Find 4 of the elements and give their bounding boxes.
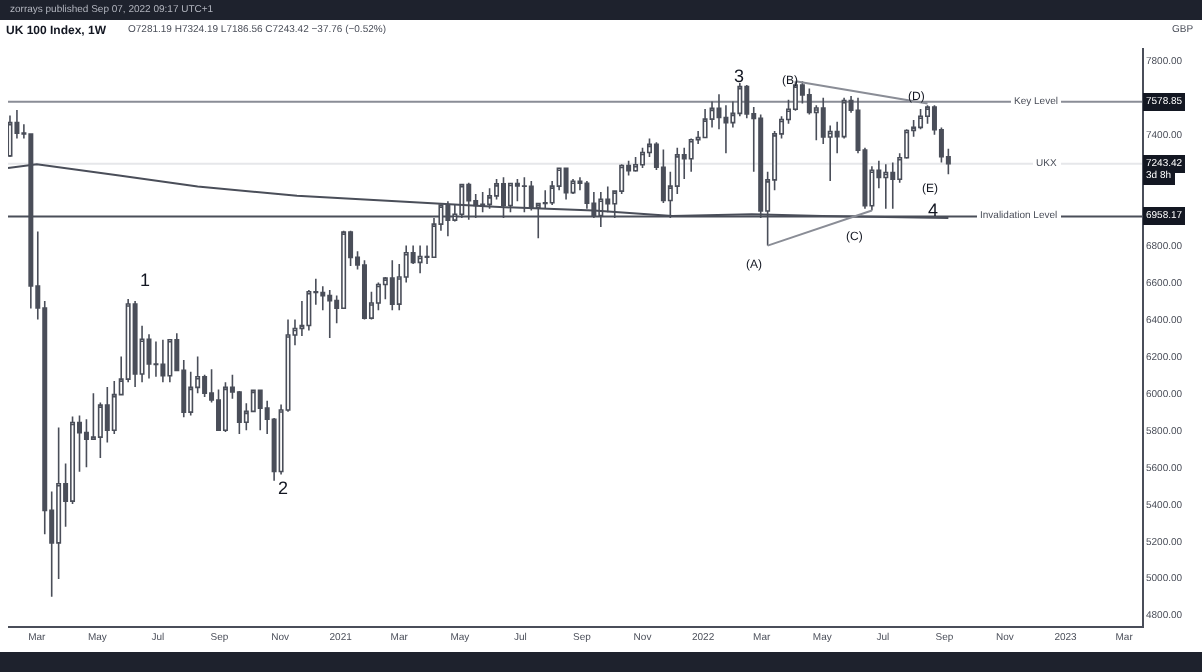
annotation: 4 bbox=[928, 200, 939, 220]
annotation: 1 bbox=[140, 270, 151, 290]
annotation: 2 bbox=[278, 478, 289, 498]
annotation: 3 bbox=[734, 66, 745, 86]
